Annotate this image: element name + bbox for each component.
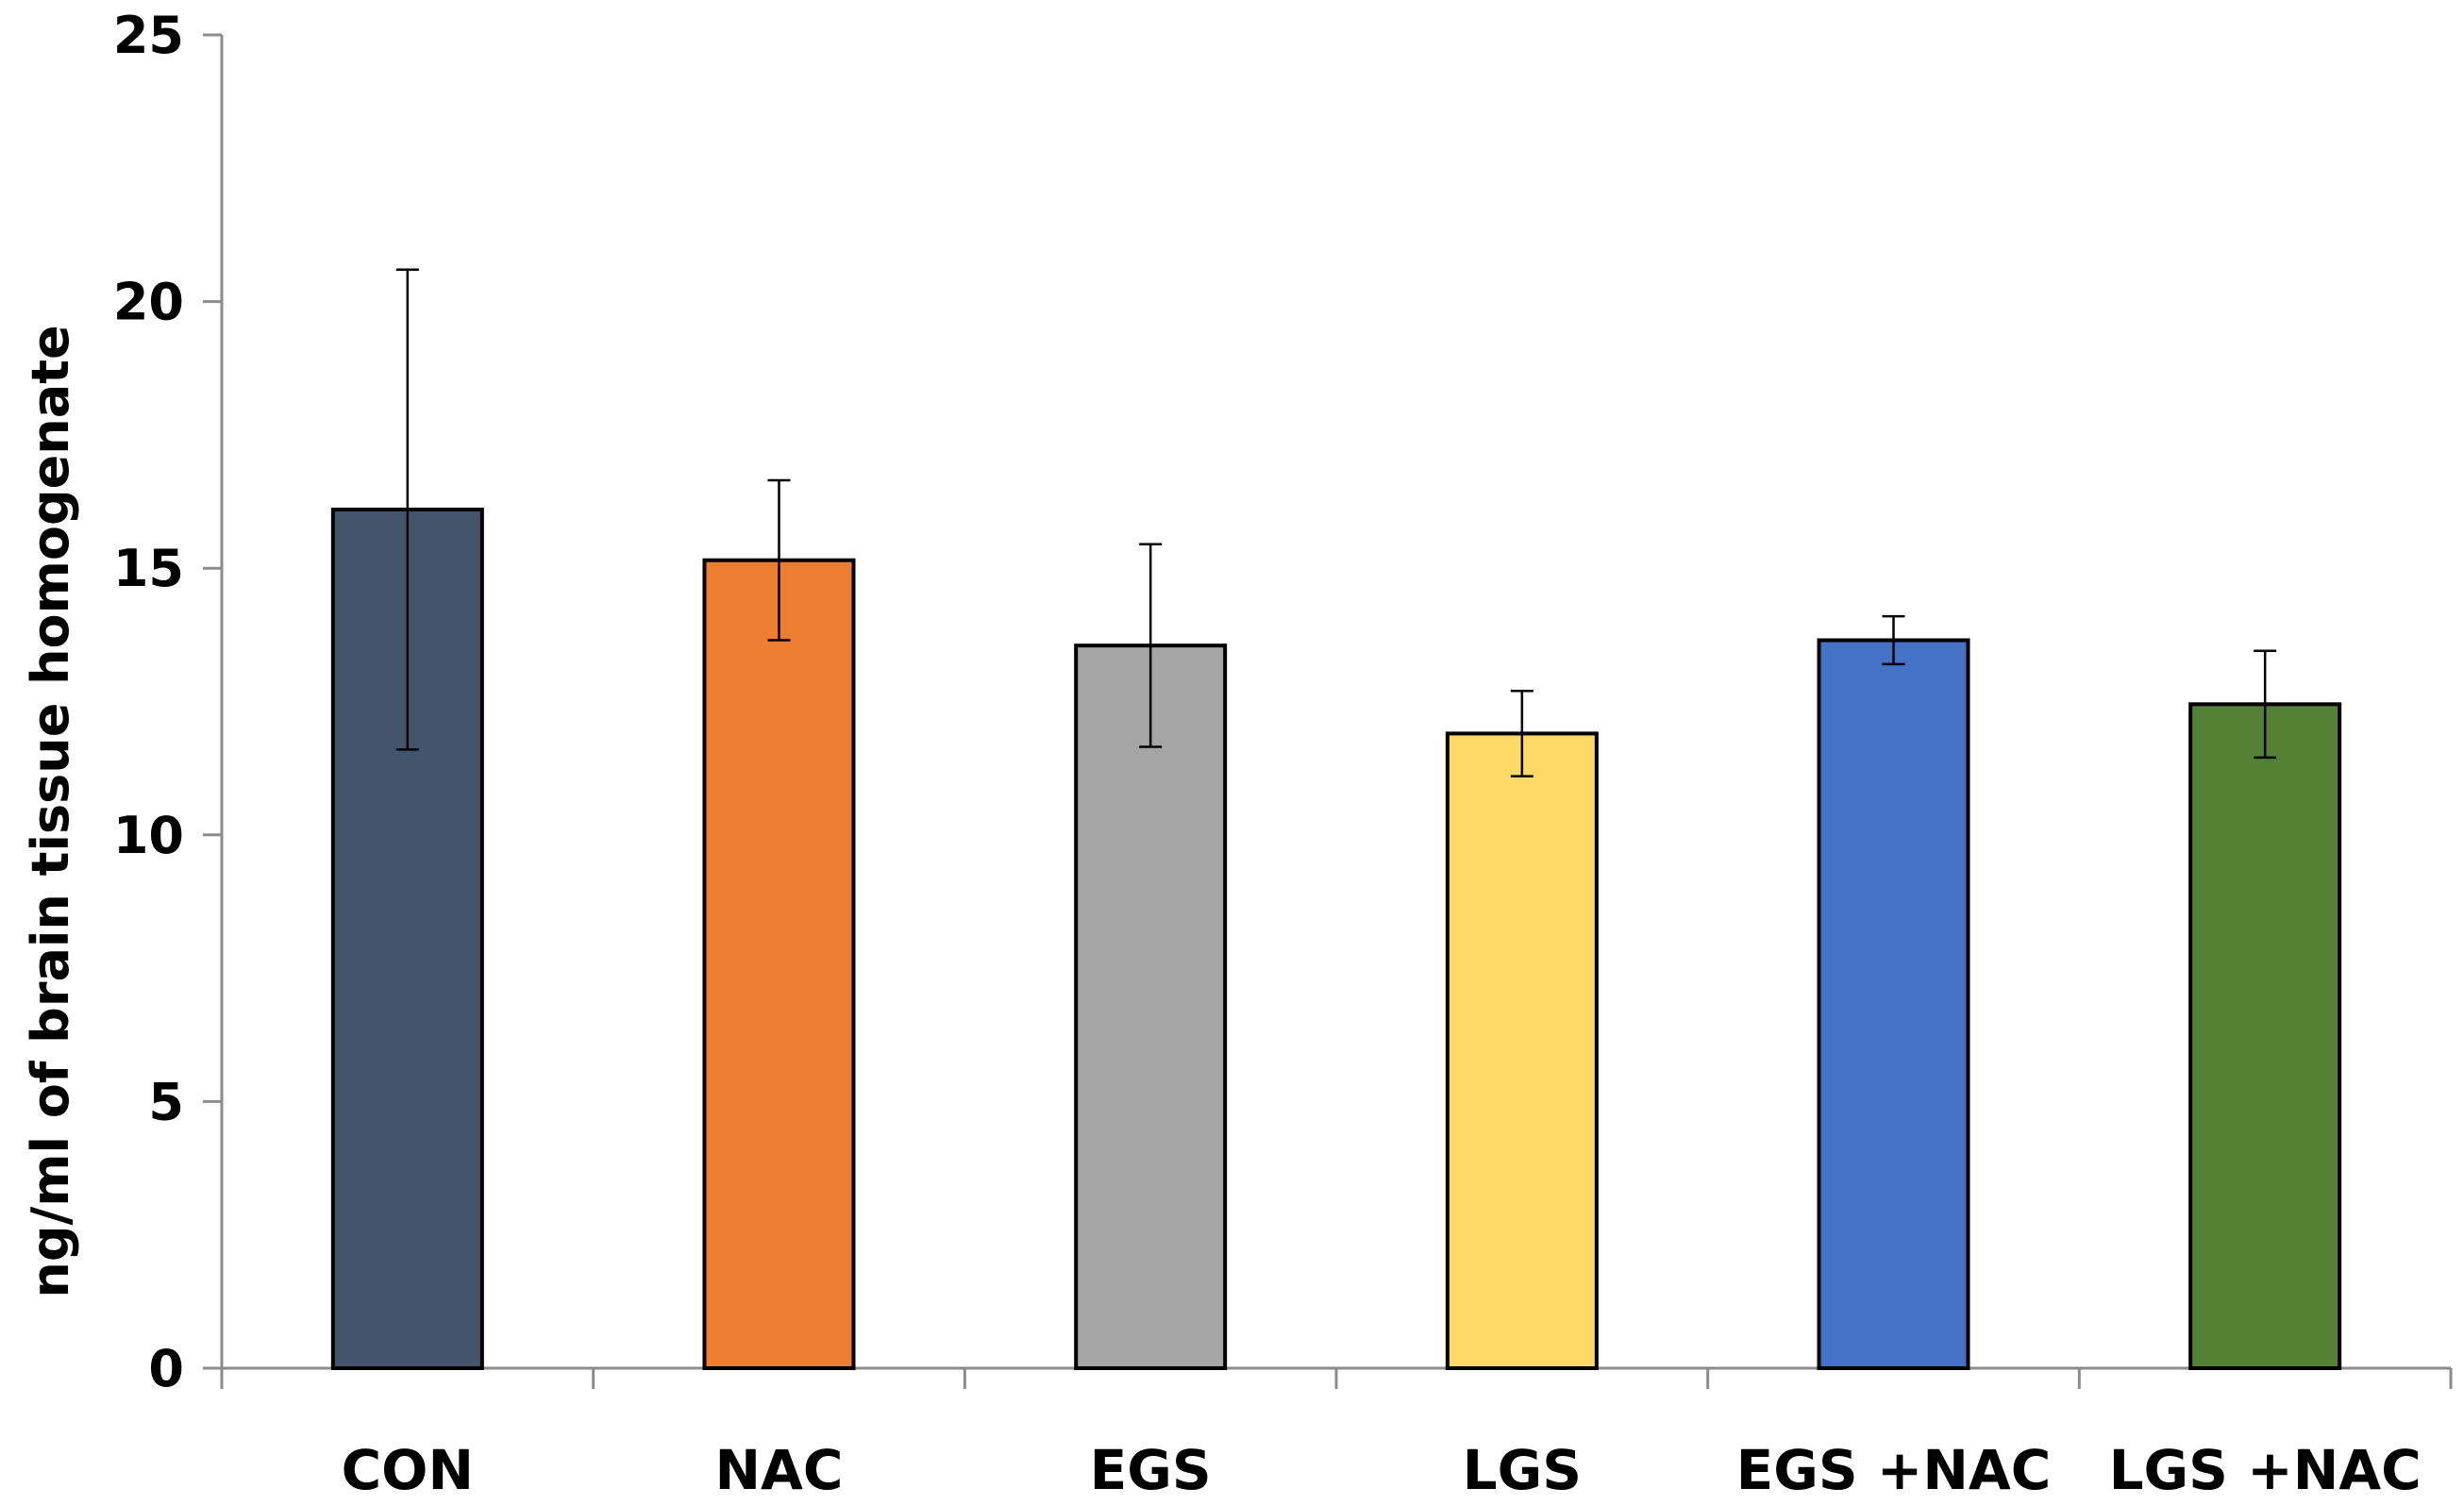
error-bar — [1139, 543, 1163, 748]
bar-lgs — [1445, 731, 1599, 1370]
error-bar — [2254, 649, 2277, 760]
bar-nac — [702, 558, 856, 1370]
y-tick-label: 0 — [148, 1339, 184, 1398]
x-category-label: EGS — [1090, 1438, 1212, 1502]
y-tick-label: 20 — [113, 273, 184, 332]
y-tick-label: 15 — [113, 539, 184, 598]
y-tick-label: 25 — [113, 6, 184, 65]
x-category-label: LGS +NAC — [2109, 1438, 2422, 1502]
y-tick-label: 5 — [148, 1072, 184, 1131]
bars — [330, 508, 2342, 1370]
x-category-label: EGS +NAC — [1736, 1438, 2052, 1502]
error-bar — [1510, 689, 1534, 778]
error-bar — [767, 478, 791, 642]
error-bars — [395, 268, 2277, 778]
bar-egs — [1074, 644, 1228, 1370]
x-category-label: CON — [342, 1438, 474, 1502]
error-bar — [395, 268, 419, 751]
x-axis — [220, 1366, 2453, 1389]
y-axis-title: ng/ml of brain tissue homogenate — [21, 325, 80, 1297]
bar-lgs-nac — [2188, 702, 2342, 1370]
x-category-label: NAC — [715, 1438, 844, 1502]
x-axis-labels: CON NAC EGS LGS EGS +NAC LGS +NAC — [342, 1438, 2422, 1502]
bar-egs-nac — [1817, 638, 1970, 1370]
y-tick-label: 10 — [113, 806, 184, 865]
x-category-label: LGS — [1463, 1438, 1582, 1502]
error-bar — [1882, 614, 1905, 666]
y-axis: 0 5 10 15 20 25 — [113, 6, 224, 1398]
